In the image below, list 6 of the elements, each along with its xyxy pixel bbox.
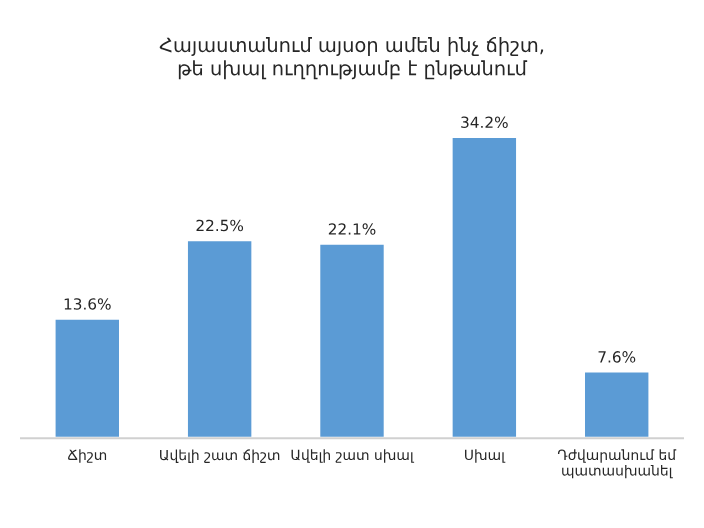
bar [582,369,652,439]
bar [185,238,255,439]
bar [317,241,387,439]
chart-title: Հայաստանում այսօր ամեն ինչ ճիշտ, թե սխալ ուղղությամբ է ընթանում [159,36,544,80]
bar [449,135,519,439]
bar [52,316,122,439]
